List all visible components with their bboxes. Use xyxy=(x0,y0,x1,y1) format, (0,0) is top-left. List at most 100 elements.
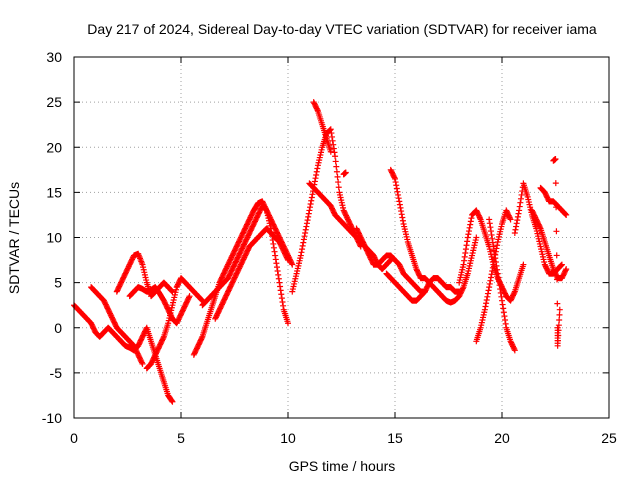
data-point xyxy=(489,239,496,246)
data-point xyxy=(467,218,474,225)
data-point xyxy=(484,293,491,300)
data-point xyxy=(186,293,193,300)
data-point xyxy=(277,287,284,294)
data-point xyxy=(498,293,505,300)
data-point xyxy=(502,317,509,324)
data-point xyxy=(464,238,471,245)
data-point xyxy=(488,271,495,278)
data-point xyxy=(499,297,505,304)
data-point xyxy=(139,360,146,367)
data-point xyxy=(476,215,483,222)
data-point xyxy=(387,257,394,264)
data-point xyxy=(501,313,508,320)
data-point xyxy=(562,211,569,218)
data-point xyxy=(386,258,393,265)
series-s15 xyxy=(383,270,463,304)
data-points xyxy=(71,99,570,405)
data-point xyxy=(314,106,321,113)
data-point xyxy=(398,211,405,218)
y-axis-title: SDTVAR / TECUs xyxy=(6,182,22,294)
data-point xyxy=(493,262,500,269)
data-point xyxy=(495,274,502,281)
data-point xyxy=(464,234,471,241)
data-point xyxy=(516,203,523,210)
plot-frame xyxy=(73,56,610,419)
data-point xyxy=(334,173,341,180)
data-point xyxy=(273,264,280,271)
data-point xyxy=(511,229,518,236)
data-point xyxy=(300,239,307,246)
data-point xyxy=(484,290,491,297)
series-s22 xyxy=(550,155,563,349)
data-point xyxy=(514,213,521,220)
data-point xyxy=(198,335,205,342)
data-point xyxy=(487,277,494,284)
data-point xyxy=(500,305,507,312)
data-point xyxy=(330,145,337,152)
data-point xyxy=(271,248,278,255)
data-point xyxy=(330,141,337,148)
data-point xyxy=(311,178,318,185)
data-point xyxy=(392,175,398,182)
data-point xyxy=(308,194,315,201)
data-point xyxy=(333,168,340,175)
data-point xyxy=(462,246,469,253)
y-tick-label: -5 xyxy=(50,365,63,381)
data-point xyxy=(314,165,321,172)
data-point xyxy=(489,235,496,242)
data-point xyxy=(496,282,503,289)
data-point xyxy=(397,204,404,211)
data-point xyxy=(467,221,474,228)
data-point xyxy=(554,342,561,349)
data-point xyxy=(303,220,310,227)
data-point xyxy=(299,246,306,253)
data-point xyxy=(297,252,304,259)
data-point xyxy=(456,288,463,295)
data-point xyxy=(394,188,401,195)
data-point xyxy=(272,256,279,263)
data-point xyxy=(507,216,514,223)
data-point xyxy=(302,226,309,233)
data-point xyxy=(304,217,311,224)
series-s14 xyxy=(387,166,480,306)
data-point xyxy=(520,261,527,268)
data-point xyxy=(506,215,513,222)
data-point xyxy=(483,300,490,307)
data-point xyxy=(308,197,315,204)
data-point xyxy=(393,185,400,192)
x-tick-label: 10 xyxy=(280,430,296,446)
series-s21 xyxy=(537,184,570,218)
data-point xyxy=(513,220,520,227)
data-point xyxy=(555,327,562,334)
data-point xyxy=(396,201,403,208)
data-point xyxy=(168,287,175,294)
data-point xyxy=(335,184,342,191)
data-point xyxy=(486,284,493,291)
data-point xyxy=(491,251,498,258)
series-s13 xyxy=(353,225,428,295)
data-point xyxy=(298,249,305,256)
data-point xyxy=(309,191,316,198)
data-point xyxy=(487,274,494,281)
data-point xyxy=(489,268,496,275)
y-tick-label: 5 xyxy=(54,275,62,291)
data-point xyxy=(332,158,339,165)
x-tick-label: 5 xyxy=(177,430,185,446)
data-point xyxy=(554,300,561,307)
data-point xyxy=(558,262,565,269)
data-point xyxy=(486,280,493,287)
data-point xyxy=(488,231,495,238)
series-s20 xyxy=(528,207,570,282)
x-tick-label: 25 xyxy=(601,430,617,446)
data-point xyxy=(481,306,488,313)
data-point xyxy=(285,320,291,327)
y-tick-label: 15 xyxy=(46,184,62,200)
data-point xyxy=(557,262,564,269)
data-point xyxy=(398,208,405,215)
y-tick-label: 20 xyxy=(46,139,62,155)
series-s5 xyxy=(143,275,206,372)
data-point xyxy=(303,223,310,230)
data-point xyxy=(494,242,501,249)
data-point xyxy=(492,258,499,265)
